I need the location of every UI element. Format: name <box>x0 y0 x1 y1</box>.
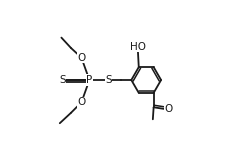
Text: HO: HO <box>129 42 145 52</box>
Text: O: O <box>163 104 172 114</box>
Text: O: O <box>77 97 85 107</box>
Text: P: P <box>86 75 92 85</box>
Text: S: S <box>105 75 112 85</box>
Text: O: O <box>77 53 85 63</box>
Text: S: S <box>59 75 65 85</box>
